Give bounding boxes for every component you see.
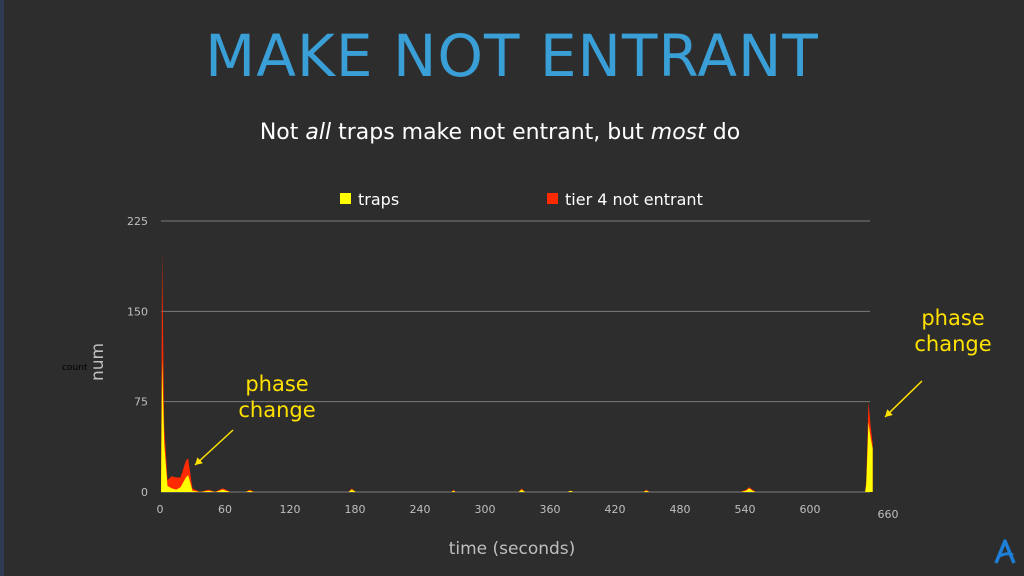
x-tick-label: 0 bbox=[157, 503, 164, 516]
y-tick-label: 225 bbox=[127, 215, 148, 228]
y-tick-label: 150 bbox=[127, 305, 148, 318]
phase-change-annotation-text: change bbox=[914, 332, 991, 356]
x-axis-title: time (seconds) bbox=[449, 539, 576, 559]
slide-title: MAKE NOT ENTRANT bbox=[205, 22, 819, 90]
azul-logo-icon bbox=[994, 539, 1016, 564]
legend-label: tier 4 not entrant bbox=[565, 190, 703, 209]
legend-swatch bbox=[340, 193, 351, 204]
x-tick-label: 360 bbox=[539, 503, 560, 516]
x-tick-label: 120 bbox=[279, 503, 300, 516]
x-tick-label: 60 bbox=[218, 503, 232, 516]
x-tick-label: 180 bbox=[344, 503, 365, 516]
subtitle-emphasis-all: all bbox=[305, 120, 332, 145]
phase-change-annotation-text: change bbox=[238, 398, 315, 422]
phase-change-annotation-text: phase bbox=[921, 306, 984, 330]
legend-label: traps bbox=[358, 190, 399, 209]
y-axis-count-label: count bbox=[62, 363, 88, 373]
x-axis-ticks: 0 60 120 180 240 300 360 420 480 540 600 660 bbox=[157, 503, 899, 521]
y-axis-title: num bbox=[88, 343, 108, 381]
legend-swatch bbox=[547, 193, 558, 204]
phase-change-annotation-text: phase bbox=[245, 372, 308, 396]
x-tick-label: 540 bbox=[734, 503, 755, 516]
x-tick-label: 420 bbox=[604, 503, 625, 516]
x-tick-label: 660 bbox=[877, 508, 898, 521]
phase-change-arrow bbox=[194, 429, 234, 466]
y-tick-label: 0 bbox=[141, 486, 148, 499]
subtitle-part-3: traps make not entrant, but bbox=[331, 120, 651, 145]
x-tick-label: 240 bbox=[409, 503, 430, 516]
phase-change-arrow bbox=[884, 380, 923, 418]
y-axis-ticks: 0 75 150 225 bbox=[127, 215, 148, 499]
legend: traps tier 4 not entrant bbox=[340, 190, 703, 209]
arrowhead bbox=[195, 457, 203, 465]
subtitle-part-5: do bbox=[705, 120, 741, 145]
subtitle-emphasis-most: most bbox=[650, 120, 706, 145]
x-tick-label: 600 bbox=[799, 503, 820, 516]
arrowhead bbox=[885, 409, 893, 417]
x-tick-label: 480 bbox=[669, 503, 690, 516]
slide-subtitle: Not all traps make not entrant, but most… bbox=[0, 120, 1000, 145]
subtitle-part-1: Not bbox=[259, 120, 306, 145]
gridlines bbox=[161, 220, 870, 493]
left-accent-bar bbox=[0, 0, 4, 576]
y-tick-label: 75 bbox=[134, 396, 148, 409]
x-tick-label: 300 bbox=[474, 503, 495, 516]
